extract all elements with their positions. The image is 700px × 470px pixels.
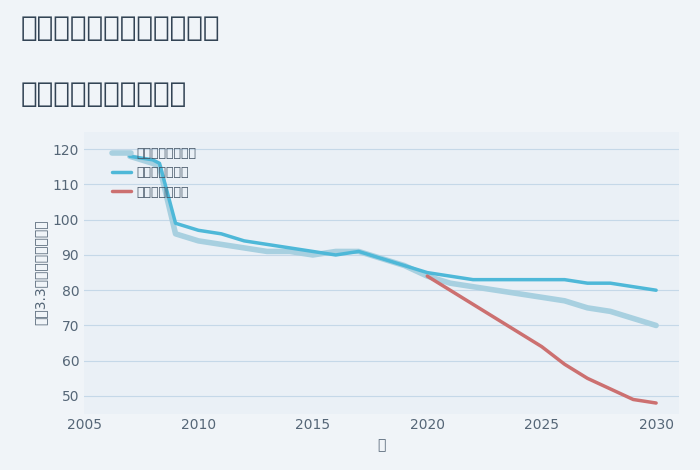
- グッドシナリオ: [286, 245, 294, 251]
- バッドシナリオ: [538, 344, 546, 349]
- グッドシナリオ: [309, 249, 317, 254]
- ノーマルシナリオ: [491, 287, 500, 293]
- ノーマルシナリオ: [400, 263, 409, 268]
- グッドシナリオ: [629, 284, 638, 290]
- グッドシナリオ: [446, 273, 454, 279]
- Line: ノーマルシナリオ: ノーマルシナリオ: [130, 156, 656, 325]
- グッドシナリオ: [354, 249, 363, 254]
- バッドシナリオ: [561, 361, 569, 367]
- グッドシナリオ: [400, 263, 409, 268]
- バッドシナリオ: [423, 273, 431, 279]
- グッドシナリオ: [332, 252, 340, 258]
- グッドシナリオ: [652, 287, 660, 293]
- ノーマルシナリオ: [538, 294, 546, 300]
- ノーマルシナリオ: [606, 308, 615, 314]
- ノーマルシナリオ: [423, 273, 431, 279]
- ノーマルシナリオ: [354, 249, 363, 254]
- ノーマルシナリオ: [263, 249, 272, 254]
- Line: グッドシナリオ: グッドシナリオ: [130, 156, 656, 290]
- グッドシナリオ: [469, 277, 477, 282]
- グッドシナリオ: [148, 157, 157, 163]
- Line: バッドシナリオ: バッドシナリオ: [427, 276, 656, 403]
- グッドシナリオ: [583, 280, 592, 286]
- グッドシナリオ: [491, 277, 500, 282]
- グッドシナリオ: [606, 280, 615, 286]
- グッドシナリオ: [263, 242, 272, 247]
- グッドシナリオ: [125, 153, 134, 159]
- バッドシナリオ: [446, 287, 454, 293]
- グッドシナリオ: [172, 220, 180, 226]
- ノーマルシナリオ: [561, 298, 569, 304]
- ノーマルシナリオ: [652, 322, 660, 328]
- バッドシナリオ: [583, 376, 592, 381]
- ノーマルシナリオ: [629, 316, 638, 321]
- バッドシナリオ: [514, 330, 523, 336]
- グッドシナリオ: [377, 256, 386, 261]
- ノーマルシナリオ: [446, 280, 454, 286]
- グッドシナリオ: [194, 227, 202, 233]
- グッドシナリオ: [561, 277, 569, 282]
- Legend: ノーマルシナリオ, グッドシナリオ, バッドシナリオ: ノーマルシナリオ, グッドシナリオ, バッドシナリオ: [108, 143, 201, 203]
- ノーマルシナリオ: [194, 238, 202, 243]
- バッドシナリオ: [629, 397, 638, 402]
- ノーマルシナリオ: [125, 153, 134, 159]
- バッドシナリオ: [652, 400, 660, 406]
- ノーマルシナリオ: [286, 249, 294, 254]
- バッドシナリオ: [469, 302, 477, 307]
- ノーマルシナリオ: [377, 256, 386, 261]
- グッドシナリオ: [538, 277, 546, 282]
- ノーマルシナリオ: [309, 252, 317, 258]
- グッドシナリオ: [240, 238, 248, 243]
- ノーマルシナリオ: [240, 245, 248, 251]
- ノーマルシナリオ: [469, 284, 477, 290]
- ノーマルシナリオ: [172, 231, 180, 236]
- X-axis label: 年: 年: [377, 438, 386, 452]
- ノーマルシナリオ: [217, 242, 225, 247]
- グッドシナリオ: [423, 270, 431, 275]
- Text: 大阪府枚方市出屋敷西町の: 大阪府枚方市出屋敷西町の: [21, 14, 221, 42]
- ノーマルシナリオ: [148, 160, 157, 166]
- ノーマルシナリオ: [332, 249, 340, 254]
- バッドシナリオ: [491, 316, 500, 321]
- バッドシナリオ: [606, 386, 615, 392]
- グッドシナリオ: [514, 277, 523, 282]
- ノーマルシナリオ: [155, 164, 164, 170]
- Text: 中古戸建ての価格推移: 中古戸建ての価格推移: [21, 80, 188, 108]
- グッドシナリオ: [217, 231, 225, 236]
- Y-axis label: 坪（3.3㎡）単価（万円）: 坪（3.3㎡）単価（万円）: [33, 220, 47, 325]
- グッドシナリオ: [155, 160, 164, 166]
- ノーマルシナリオ: [514, 291, 523, 297]
- ノーマルシナリオ: [583, 305, 592, 311]
